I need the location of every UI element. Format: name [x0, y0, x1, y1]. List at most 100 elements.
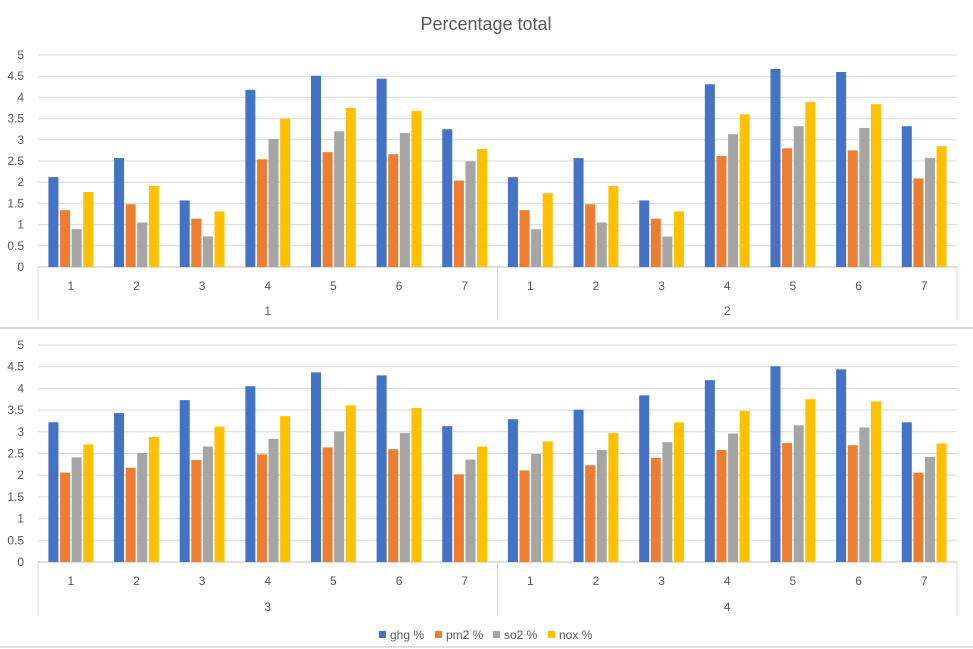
- bar: [268, 438, 279, 562]
- y-tick-label: 4: [17, 90, 24, 104]
- bar: [399, 433, 410, 562]
- category-label: 4: [724, 279, 731, 293]
- bar: [245, 386, 256, 562]
- bar: [847, 445, 858, 562]
- category-label: 2: [593, 574, 600, 588]
- y-tick-label: 2: [17, 468, 24, 482]
- y-tick-label: 4: [17, 381, 24, 395]
- legend-label: so2 %: [504, 628, 538, 642]
- y-tick-label: 0: [17, 260, 24, 274]
- bar: [716, 450, 727, 562]
- bar: [453, 180, 464, 267]
- category-label: 2: [133, 279, 140, 293]
- bar: [739, 410, 750, 562]
- bar: [847, 150, 858, 267]
- bar: [507, 419, 518, 562]
- bar: [674, 422, 685, 562]
- bar: [202, 446, 213, 562]
- bar: [411, 110, 422, 267]
- category-label: 2: [593, 279, 600, 293]
- bar: [214, 426, 225, 562]
- bar: [442, 426, 453, 562]
- bar: [859, 427, 870, 562]
- bar: [322, 152, 333, 267]
- bar: [924, 456, 935, 562]
- legend-label: pm2 %: [446, 628, 484, 642]
- y-tick-label: 2.5: [7, 447, 24, 461]
- group-label: 2: [724, 304, 731, 318]
- y-tick-label: 4.5: [7, 360, 24, 374]
- y-tick-label: 1.5: [7, 196, 24, 210]
- bar: [453, 474, 464, 562]
- legend-swatch: [379, 631, 386, 638]
- category-label: 3: [658, 574, 665, 588]
- y-tick-label: 3: [17, 425, 24, 439]
- bar: [268, 138, 279, 267]
- category-label: 5: [790, 574, 797, 588]
- bar: [805, 102, 816, 268]
- category-label: 2: [133, 574, 140, 588]
- y-tick-label: 0.5: [7, 533, 24, 547]
- bar: [60, 472, 71, 562]
- bar: [256, 159, 267, 267]
- bar: [805, 399, 816, 562]
- bar: [531, 229, 542, 267]
- bar: [48, 422, 59, 562]
- bar: [596, 450, 607, 562]
- category-label: 1: [527, 279, 534, 293]
- bar: [728, 433, 739, 562]
- bar: [256, 454, 267, 562]
- bar: [322, 447, 333, 562]
- bar: [913, 472, 924, 562]
- y-tick-label: 1: [17, 218, 24, 232]
- category-label: 1: [67, 574, 74, 588]
- bar: [83, 191, 94, 267]
- bar: [179, 200, 190, 267]
- bar: [639, 200, 650, 267]
- bar: [639, 395, 650, 562]
- category-label: 3: [199, 574, 206, 588]
- bar: [148, 186, 159, 267]
- bar: [608, 433, 619, 562]
- category-label: 6: [855, 574, 862, 588]
- bar: [793, 126, 804, 268]
- category-label: 3: [658, 279, 665, 293]
- bar: [901, 422, 912, 562]
- bar: [519, 470, 530, 562]
- category-label: 6: [396, 279, 403, 293]
- bar: [901, 126, 912, 268]
- group-label: 3: [264, 600, 271, 614]
- legend-swatch: [548, 631, 555, 638]
- bar: [114, 158, 125, 267]
- bar: [793, 425, 804, 562]
- bar: [936, 443, 947, 562]
- bar: [782, 148, 793, 267]
- y-tick-label: 3: [17, 133, 24, 147]
- category-label: 6: [855, 279, 862, 293]
- bar: [148, 437, 159, 562]
- legend-label: ghg %: [390, 628, 424, 642]
- bar: [71, 229, 82, 267]
- bar: [411, 407, 422, 562]
- bar: [334, 131, 345, 267]
- bar: [83, 444, 94, 562]
- category-label: 5: [330, 279, 337, 293]
- bar: [531, 453, 542, 562]
- category-label: 6: [396, 574, 403, 588]
- bar: [770, 68, 781, 267]
- bar: [650, 457, 661, 562]
- category-label: 5: [790, 279, 797, 293]
- bar: [376, 375, 387, 562]
- bar: [542, 193, 553, 267]
- bar: [519, 210, 530, 267]
- bar: [650, 218, 661, 267]
- bar: [214, 211, 225, 267]
- bar: [674, 211, 685, 267]
- bar: [388, 154, 399, 267]
- legend-label: nox %: [559, 628, 593, 642]
- bar: [345, 405, 356, 562]
- bar: [334, 431, 345, 562]
- y-tick-label: 3.5: [7, 112, 24, 126]
- bar: [280, 118, 291, 267]
